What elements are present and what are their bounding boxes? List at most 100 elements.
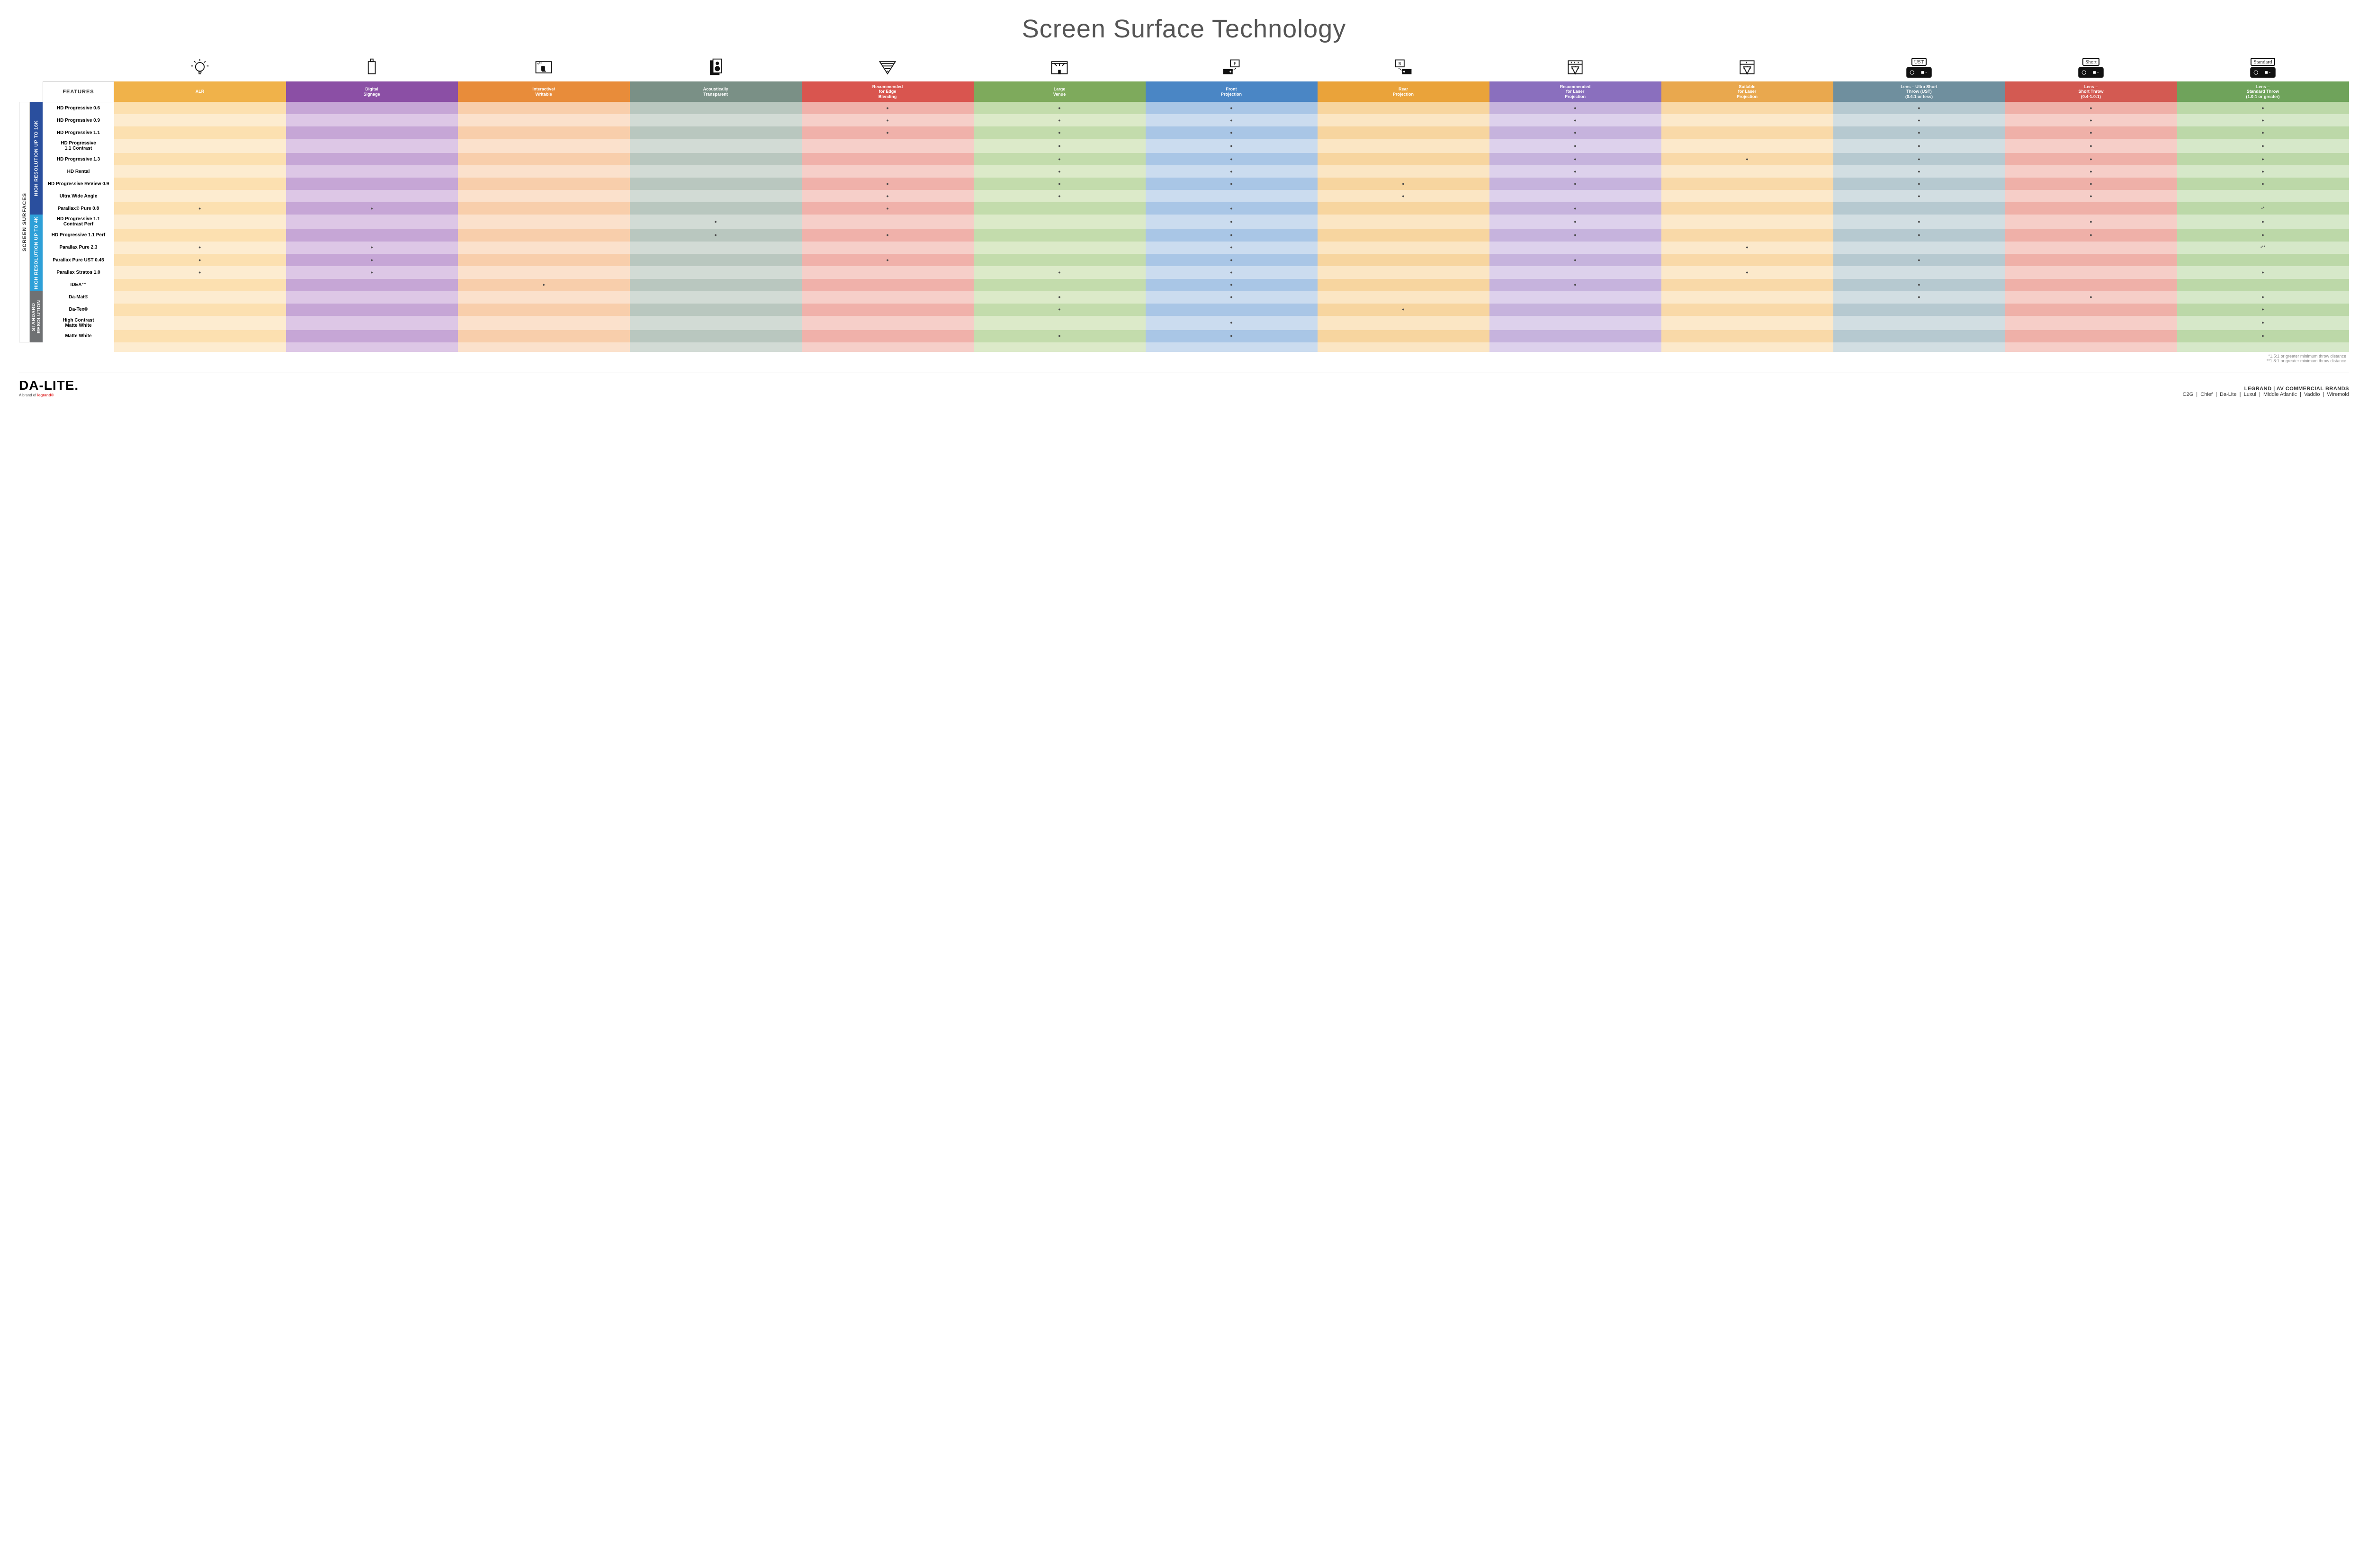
footer-brand: Vaddio bbox=[2304, 392, 2320, 397]
table-cell bbox=[286, 126, 458, 139]
table-cell bbox=[974, 126, 1146, 139]
table-cell bbox=[1318, 190, 1489, 202]
table-cell bbox=[802, 114, 974, 126]
table-cell bbox=[1661, 279, 1833, 291]
table-cell bbox=[2177, 279, 2349, 291]
table-cell bbox=[1833, 139, 2005, 153]
dot-icon bbox=[2261, 157, 2264, 162]
dot-icon bbox=[1574, 219, 1576, 224]
dot-icon bbox=[1746, 270, 1748, 275]
table-cell bbox=[1661, 266, 1833, 278]
table-cell bbox=[974, 266, 1146, 278]
table-cell bbox=[630, 254, 802, 266]
dot-icon bbox=[2090, 295, 2092, 300]
table-cell bbox=[802, 316, 974, 330]
table-cell bbox=[630, 190, 802, 202]
category-label: STANDARDRESOLUTION bbox=[30, 291, 43, 342]
row-header: Da-Tex® bbox=[43, 304, 114, 316]
table-cell bbox=[114, 266, 286, 278]
dot-icon bbox=[2261, 143, 2264, 149]
dot-icon bbox=[1918, 233, 1920, 238]
table-cell bbox=[974, 279, 1146, 291]
dot-icon bbox=[886, 130, 888, 135]
table-cell bbox=[1833, 153, 2005, 165]
table-cell bbox=[2177, 126, 2349, 139]
table-cell bbox=[458, 139, 630, 153]
table-cell bbox=[1146, 190, 1318, 202]
dot-icon bbox=[1402, 194, 1404, 199]
table-cell bbox=[1318, 304, 1489, 316]
footnote-1: *1.5:1 or greater minimum throw distance bbox=[19, 354, 2346, 358]
dot-icon bbox=[1574, 118, 1576, 123]
dot-icon bbox=[2090, 130, 2092, 135]
footer-right: LEGRAND | AV COMMERCIAL BRANDS C2G | Chi… bbox=[2183, 386, 2349, 397]
col-header: RearProjection bbox=[1318, 81, 1489, 102]
dot-icon bbox=[1918, 181, 1920, 187]
dot-icon bbox=[1746, 157, 1748, 162]
table-cell bbox=[630, 279, 802, 291]
table-cell bbox=[1318, 153, 1489, 165]
table-cell bbox=[974, 114, 1146, 126]
table-cell bbox=[2177, 291, 2349, 304]
dot-icon bbox=[1230, 219, 1232, 224]
footer-brand-list: C2G | Chief | Da-Lite | Luxul | Middle A… bbox=[2183, 392, 2349, 397]
table-cell bbox=[114, 178, 286, 190]
dot-icon bbox=[1574, 130, 1576, 135]
table-cell bbox=[2005, 178, 2177, 190]
table-cell bbox=[114, 229, 286, 241]
brand-block: DA-LITE. A brand of legrand® bbox=[19, 378, 79, 397]
table-cell bbox=[2177, 178, 2349, 190]
dot-icon bbox=[1230, 320, 1232, 325]
col-header: Recommendedfor EdgeBlending bbox=[802, 81, 974, 102]
table-cell bbox=[1146, 266, 1318, 278]
dot-icon bbox=[1230, 181, 1232, 187]
dot-icon bbox=[2090, 157, 2092, 162]
dot-icon bbox=[2261, 219, 2264, 224]
venue-icon bbox=[1049, 57, 1070, 80]
table-cell bbox=[1833, 304, 2005, 316]
row-header: Parallax Pure 2.3 bbox=[43, 242, 114, 254]
dot-icon bbox=[1918, 295, 1920, 300]
dot-icon bbox=[1230, 157, 1232, 162]
table-cell bbox=[974, 165, 1146, 178]
table-cell bbox=[1833, 102, 2005, 114]
table-cell bbox=[114, 330, 286, 342]
table-cell bbox=[1833, 279, 2005, 291]
table-cell bbox=[458, 229, 630, 241]
dot-icon bbox=[2261, 270, 2264, 275]
table-cell bbox=[1833, 215, 2005, 229]
table-cell bbox=[1833, 229, 2005, 241]
table-cell: •* bbox=[2177, 202, 2349, 215]
footnote-2: **1.8:1 or greater minimum throw distanc… bbox=[19, 358, 2346, 363]
table-cell bbox=[1146, 114, 1318, 126]
table-cell bbox=[802, 215, 974, 229]
table-cell bbox=[1146, 126, 1318, 139]
table-cell bbox=[458, 254, 630, 266]
table-cell bbox=[286, 215, 458, 229]
table-cell bbox=[114, 126, 286, 139]
table-cell bbox=[114, 242, 286, 254]
table-cell bbox=[2005, 316, 2177, 330]
table-cell bbox=[458, 126, 630, 139]
dot-icon bbox=[2090, 106, 2092, 111]
table-cell bbox=[2177, 254, 2349, 266]
dot-icon bbox=[1230, 106, 1232, 111]
table-cell bbox=[1489, 178, 1661, 190]
table-cell bbox=[630, 291, 802, 304]
table-cell bbox=[286, 139, 458, 153]
brand-logo: DA-LITE. bbox=[19, 378, 79, 393]
table-cell bbox=[1146, 178, 1318, 190]
dot-icon bbox=[1230, 143, 1232, 149]
table-cell bbox=[458, 242, 630, 254]
table-cell bbox=[630, 114, 802, 126]
dot-icon bbox=[1574, 157, 1576, 162]
table-cell bbox=[1489, 316, 1661, 330]
table-cell bbox=[2005, 165, 2177, 178]
dot-icon bbox=[1058, 270, 1060, 275]
table-cell bbox=[974, 316, 1146, 330]
table-cell bbox=[1833, 266, 2005, 278]
table-cell bbox=[630, 139, 802, 153]
table-cell bbox=[1489, 279, 1661, 291]
surface-table: FRUSTShortStandardFEATURESALRDigitalSign… bbox=[19, 53, 2349, 352]
table-cell bbox=[1661, 126, 1833, 139]
